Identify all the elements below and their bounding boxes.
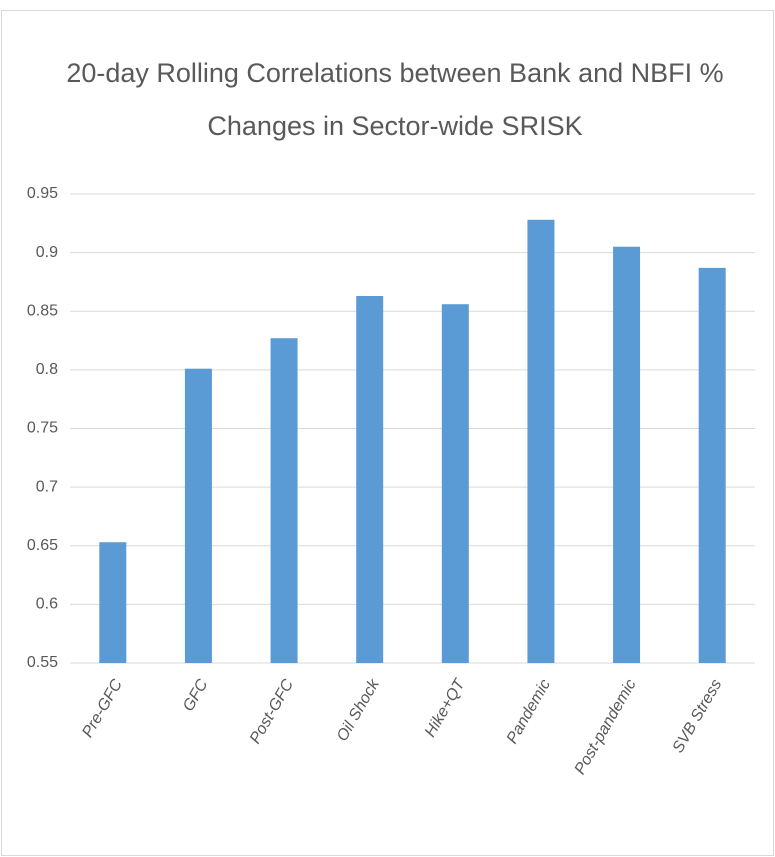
bar bbox=[99, 542, 127, 663]
chart-title: Changes in Sector-wide SRISK bbox=[207, 111, 582, 141]
chart-title: 20-day Rolling Correlations between Bank… bbox=[66, 58, 723, 88]
chart-border bbox=[1, 10, 774, 856]
y-tick-label: 0.6 bbox=[36, 596, 58, 613]
y-tick-label: 0.7 bbox=[36, 478, 58, 495]
y-tick-label: 0.9 bbox=[36, 244, 58, 261]
bar bbox=[270, 338, 298, 663]
bar bbox=[527, 219, 555, 664]
bar bbox=[441, 304, 469, 663]
y-tick-label: 0.95 bbox=[27, 185, 58, 202]
bar bbox=[356, 296, 384, 663]
bar bbox=[698, 267, 726, 663]
y-tick-label: 0.85 bbox=[27, 302, 58, 319]
y-tick-label: 0.65 bbox=[27, 537, 58, 554]
y-tick-label: 0.55 bbox=[27, 654, 58, 671]
y-tick-label: 0.75 bbox=[27, 420, 58, 437]
bar bbox=[184, 368, 212, 663]
y-tick-label: 0.8 bbox=[36, 361, 58, 378]
bar bbox=[613, 246, 641, 663]
